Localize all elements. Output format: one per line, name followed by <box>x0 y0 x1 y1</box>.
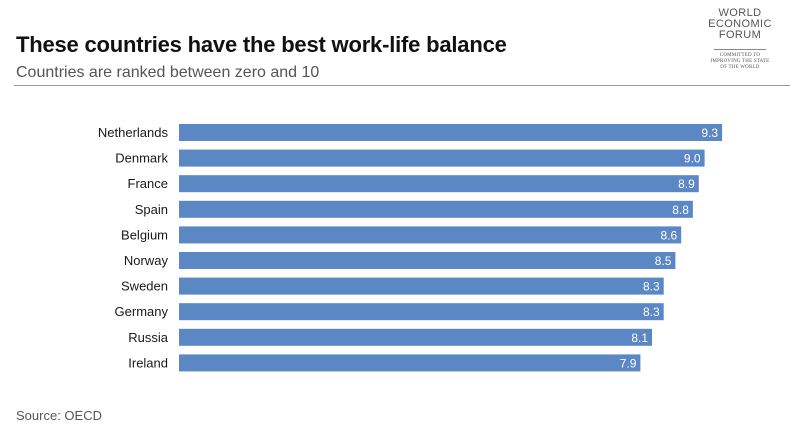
category-label: Netherlands <box>98 125 169 140</box>
bar <box>179 328 652 346</box>
bar-row: Germany 8.3 <box>115 303 664 321</box>
bar-row: Spain 8.8 <box>135 200 693 218</box>
wef-logo: WORLD ECONOMIC FORUM COMMITTED TO IMPROV… <box>704 8 776 84</box>
bar <box>179 200 693 218</box>
value-label: 9.3 <box>701 126 718 140</box>
value-label: 8.9 <box>678 177 695 191</box>
category-label: Germany <box>115 304 169 319</box>
bar <box>179 252 676 269</box>
category-label: France <box>128 176 168 191</box>
value-label: 8.3 <box>643 280 660 294</box>
source-note: Source: OECD <box>16 408 102 423</box>
logo-line-forum: FORUM <box>718 29 762 41</box>
bar <box>179 175 699 193</box>
value-label: 8.5 <box>655 254 672 268</box>
category-label: Ireland <box>128 355 168 370</box>
bar <box>179 149 705 167</box>
category-label: Russia <box>128 330 169 345</box>
value-label: 8.6 <box>661 228 678 242</box>
value-label: 8.1 <box>631 331 648 345</box>
logo-line-world: WORLD <box>718 7 762 19</box>
logo-tagline-3: OF THE WORLD <box>720 65 760 70</box>
category-label: Denmark <box>115 151 168 166</box>
bar <box>179 124 723 141</box>
logo-divider <box>714 49 766 50</box>
bar-row: Belgium 8.6 <box>121 226 682 244</box>
bar <box>179 354 641 372</box>
header-divider <box>14 85 790 86</box>
logo-line-economic: ECONOMIC <box>708 18 772 30</box>
category-label: Norway <box>124 253 169 268</box>
value-label: 9.0 <box>684 152 701 166</box>
value-label: 8.8 <box>672 203 689 217</box>
value-label: 7.9 <box>620 356 637 370</box>
category-label: Spain <box>135 202 168 217</box>
category-label: Belgium <box>121 227 168 242</box>
value-label: 8.3 <box>643 305 660 319</box>
bar-row: Russia 8.1 <box>128 328 652 346</box>
chart-subtitle: Countries are ranked between zero and 10 <box>16 64 320 81</box>
chart-title: These countries have the best work-life … <box>16 32 507 57</box>
bar <box>179 226 682 244</box>
bar-row: Ireland 7.9 <box>128 354 641 372</box>
bar-row: Sweden 8.3 <box>121 277 664 295</box>
category-label: Sweden <box>121 279 168 294</box>
bar-row: Netherlands 9.3 <box>98 124 723 141</box>
bar-row: Norway 8.5 <box>124 252 676 269</box>
logo-tagline-2: IMPROVING THE STATE <box>710 59 770 64</box>
bar-row: France 8.9 <box>128 175 699 193</box>
bar-row: Denmark 9.0 <box>115 149 705 167</box>
logo-tagline-1: COMMITTED TO <box>719 53 761 58</box>
bar <box>179 303 664 321</box>
bar <box>179 277 664 295</box>
